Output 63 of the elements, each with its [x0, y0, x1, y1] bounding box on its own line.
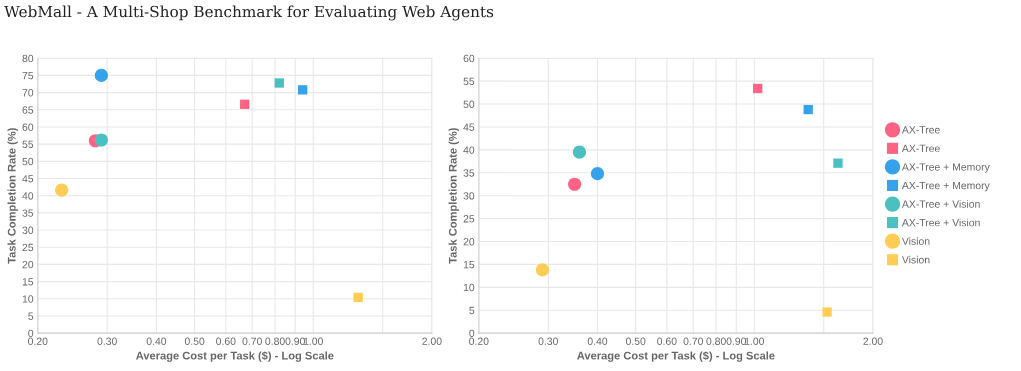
legend-label: AX-Tree + Vision	[901, 218, 980, 227]
x-tick-label: 0.30	[538, 337, 558, 345]
x-tick-label: 0.80	[706, 337, 726, 345]
y-tick-label: 20	[463, 238, 475, 246]
x-tick-label: 1.00	[303, 337, 323, 345]
legend-label: Vision	[901, 255, 930, 264]
x-tick-label: 0.40	[587, 337, 608, 345]
x-tick-label: 0.20	[469, 337, 489, 345]
x-tick-label: 0.50	[184, 337, 205, 345]
y-tick-label: 50	[463, 100, 475, 108]
legend-label: Vision	[901, 237, 930, 245]
x-tick-label: 0.20	[28, 337, 48, 345]
x-tick-label: 0.60	[216, 337, 236, 345]
y-tick-label: 15	[463, 261, 475, 269]
legend-label: AX-Tree	[901, 126, 940, 134]
x-tick-label: 0.30	[97, 337, 117, 345]
y-tick-label: 50	[22, 157, 34, 166]
y-tick-label: 70	[22, 89, 34, 97]
y-tick-label: 10	[22, 295, 34, 303]
y-tick-label: 25	[22, 243, 34, 252]
y-tick-label: 5	[28, 312, 34, 320]
y-tick-label: 40	[22, 192, 34, 200]
x-tick-label: 0.50	[625, 337, 646, 345]
y-tick-label: 75	[22, 72, 34, 80]
x-tick-label: 0.80	[265, 337, 285, 345]
x-tick-label: 1.00	[744, 337, 765, 345]
y-tick-label: 80	[22, 54, 34, 63]
y-tick-label: 40	[463, 146, 475, 154]
y-tick-label: 65	[22, 106, 34, 114]
legend-label: AX-Tree + Memory	[901, 181, 990, 192]
x-axis-title: Average Cost per Task ($) - Log Scale	[136, 351, 334, 362]
x-tick-label: 0.90	[726, 337, 747, 345]
y-tick-label: 20	[22, 260, 34, 269]
y-tick-label: 45	[463, 123, 475, 131]
x-tick-label: 0.60	[657, 337, 677, 345]
y-tick-label: 15	[22, 278, 34, 286]
x-tick-label: 0.90	[285, 337, 305, 345]
x-tick-label: 0.70	[242, 337, 262, 345]
x-tick-label: 2.00	[863, 337, 883, 345]
y-axis-title: Task Completion Rate (%)	[448, 128, 459, 264]
y-tick-label: 60	[463, 54, 475, 63]
y-tick-label: 0	[469, 329, 475, 338]
chart-title: WebMall - A Multi-Shop Benchmark for Evaluating Web Agents	[4, 5, 494, 21]
y-tick-label: 10	[463, 283, 475, 292]
x-axis-title: Average Cost per Task ($) - Log Scale	[577, 351, 775, 362]
y-tick-label: 0	[28, 329, 34, 338]
y-tick-label: 35	[22, 209, 34, 217]
y-tick-label: 30	[22, 226, 34, 234]
y-tick-label: 35	[463, 169, 475, 177]
legend-label: AX-Tree + Vision	[901, 200, 980, 208]
y-tick-label: 60	[22, 123, 34, 131]
y-axis-title: Task Completion Rate (%)	[7, 128, 18, 264]
x-tick-label: 0.70	[683, 337, 703, 345]
legend-label: AX-Tree	[901, 144, 940, 153]
y-tick-label: 45	[22, 175, 34, 183]
legend-label: AX-Tree + Memory	[901, 163, 990, 173]
x-tick-label: 2.00	[422, 337, 442, 345]
x-tick-label: 0.40	[146, 337, 167, 345]
y-tick-label: 30	[463, 192, 475, 200]
y-tick-label: 55	[22, 140, 34, 149]
y-tick-label: 25	[463, 215, 475, 223]
y-tick-label: 5	[469, 306, 475, 315]
y-tick-label: 55	[463, 77, 475, 86]
